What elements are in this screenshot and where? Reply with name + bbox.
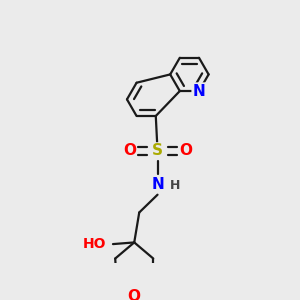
Text: N: N: [193, 84, 206, 99]
Text: H: H: [170, 179, 180, 193]
Text: HO: HO: [82, 237, 106, 251]
Text: O: O: [179, 143, 192, 158]
Text: S: S: [152, 143, 163, 158]
Text: N: N: [151, 177, 164, 192]
Text: O: O: [123, 143, 136, 158]
Text: O: O: [128, 289, 141, 300]
